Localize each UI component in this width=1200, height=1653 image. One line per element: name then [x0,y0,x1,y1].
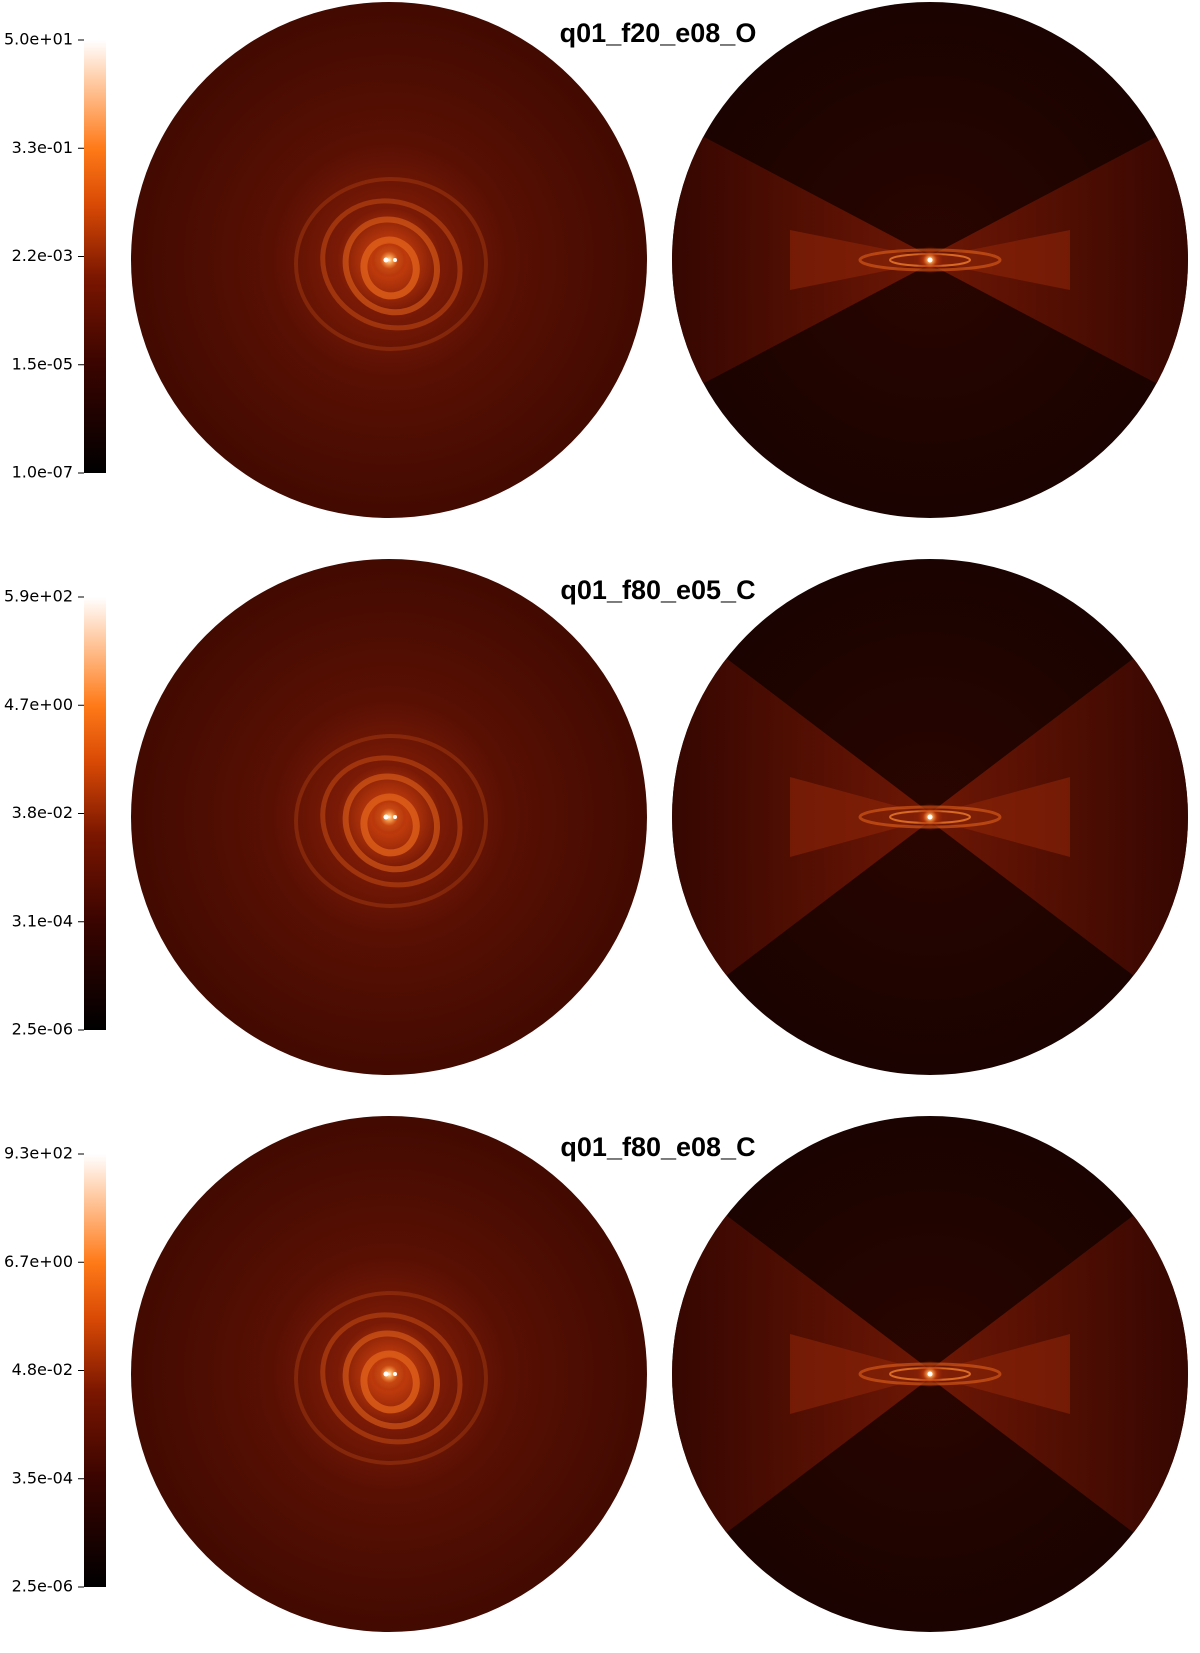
colorbar-tick-label: 4.8e-02 [12,1360,73,1379]
colorbar-tick-label: 3.1e-04 [12,911,73,930]
panel-row: 9.3e+02 6.7e+00 4.8e-02 3.5e-04 2.5e-06 q01_f… [4,1116,1188,1632]
colorbar-tick-label: 5.0e+01 [4,30,73,49]
spiral-arm [294,177,488,351]
edge-on-content [672,1174,1188,1574]
row-title: q01_f80_e05_C [560,575,755,605]
spiral-arm [320,1312,463,1445]
spiral-arm [342,1330,441,1430]
spiral-arm [342,773,441,873]
colorbar-tick-label: 5.9e+02 [4,587,73,606]
core [371,242,407,278]
star [393,815,397,819]
star [927,1371,933,1377]
spiral-arm [342,216,441,316]
spiral-arm [294,734,488,908]
star [393,258,397,262]
star [393,1372,397,1376]
spiral-arm [360,1350,420,1414]
colorbar-tick-label: 2.2e-03 [12,246,73,265]
colorbar-tick-label: 2.5e-06 [12,1020,73,1039]
star [927,814,933,820]
spiral-arm [360,236,420,300]
colorbar-tick-label: 3.5e-04 [12,1468,73,1487]
spiral-arm [360,793,420,857]
spiral-arm [294,1291,488,1465]
spiral-arm [320,198,463,331]
spiral-arm [320,755,463,888]
colorbar-tick-label: 3.3e-01 [12,138,73,157]
edge-on-content [672,120,1188,400]
colorbar [84,1154,106,1587]
panel-row: 5.0e+01 3.3e-01 2.2e-03 1.5e-05 1.0e-07 q01_f… [4,2,1188,518]
core [371,799,407,835]
star [383,814,389,820]
row-title: q01_f20_e08_O [560,18,757,48]
colorbar-tick-label: 1.0e-07 [12,463,73,482]
panel-row: 5.9e+02 4.7e+00 3.8e-02 3.1e-04 2.5e-06 q01_f… [4,559,1188,1075]
colorbar [84,597,106,1030]
star [383,1371,389,1377]
colorbar [84,40,106,473]
colorbar-tick-label: 1.5e-05 [12,354,73,373]
core [371,1356,407,1392]
row-title: q01_f80_e08_C [560,1132,755,1162]
colorbar-tick-label: 6.7e+00 [4,1252,73,1271]
colorbar-tick-label: 2.5e-06 [12,1577,73,1596]
colorbar-tick-label: 9.3e+02 [4,1144,73,1163]
colorbar-tick-label: 3.8e-02 [12,803,73,822]
edge-on-content [672,617,1188,1017]
star [927,257,933,263]
star [383,257,389,263]
colorbar-tick-label: 4.7e+00 [4,695,73,714]
